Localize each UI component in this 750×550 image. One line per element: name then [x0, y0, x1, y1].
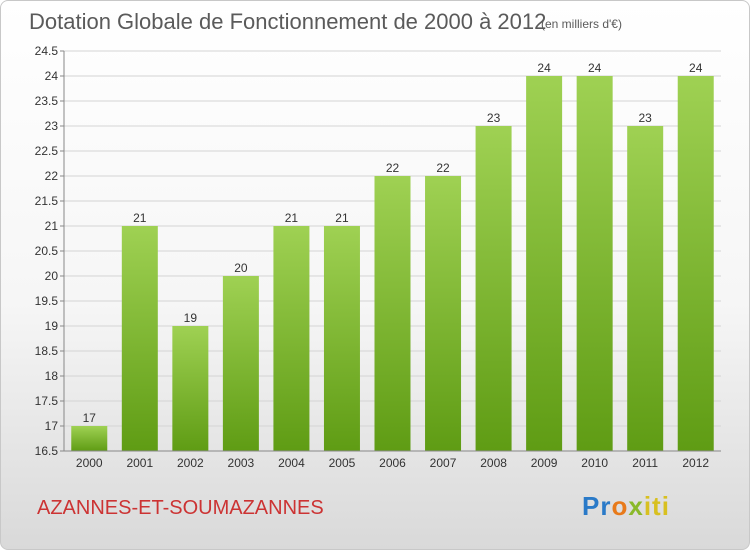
- commune-name: AZANNES-ET-SOUMAZANNES: [37, 497, 324, 519]
- data-label-2002: 19: [184, 311, 198, 325]
- y-tick-label: 23.5: [35, 94, 59, 108]
- y-tick-label: 22: [45, 169, 59, 183]
- y-tick-label: 22.5: [35, 144, 59, 158]
- bar-2005: [323, 226, 360, 451]
- bar-2007: [425, 176, 462, 451]
- y-tick-label: 17.5: [35, 394, 59, 408]
- bar-2011: [627, 126, 664, 451]
- x-tick-label-2012: 2012: [682, 456, 709, 470]
- x-tick-label-2007: 2007: [430, 456, 457, 470]
- chart-title: Dotation Globale de Fonctionnement de 20…: [29, 9, 547, 34]
- bar-2009: [526, 76, 563, 451]
- x-tick-label-2002: 2002: [177, 456, 204, 470]
- x-tick-label-2005: 2005: [329, 456, 356, 470]
- x-tick-label-2004: 2004: [278, 456, 305, 470]
- x-tick-label-2001: 2001: [126, 456, 153, 470]
- y-axis: 16.5 17 17.5 18 18.5 19 19.5 20 20.5 21 21.5 22 22.5…: [35, 44, 65, 458]
- x-tick-label-2010: 2010: [581, 456, 608, 470]
- data-label-2008: 23: [487, 111, 501, 125]
- data-label-2005: 21: [335, 211, 349, 225]
- bar-2004: [273, 226, 310, 451]
- bar-2001: [121, 226, 158, 451]
- logo-part: iti: [643, 491, 670, 521]
- chart-subtitle: (en milliers d'€): [541, 17, 622, 31]
- x-axis: 2000 2001 2002 2003 2004 2005 2006 2007 2008 2009…: [64, 450, 721, 470]
- y-tick-label: 21: [45, 219, 59, 233]
- y-tick-label: 20.5: [35, 244, 59, 258]
- y-tick-label: 23: [45, 119, 59, 133]
- bar-2006: [374, 176, 411, 451]
- y-tick-label: 18.5: [35, 344, 59, 358]
- y-tick-label: 24: [45, 69, 59, 83]
- x-tick-label-2000: 2000: [76, 456, 103, 470]
- y-tick-label: 18: [45, 369, 59, 383]
- x-tick-label-2009: 2009: [531, 456, 558, 470]
- data-label-2000: 17: [83, 411, 97, 425]
- bar-2003: [222, 276, 259, 451]
- bar-2000: [71, 426, 108, 451]
- x-tick-label-2011: 2011: [632, 456, 658, 470]
- bar-2012: [677, 76, 714, 451]
- y-tick-label: 17: [45, 419, 59, 433]
- bar-2002: [172, 326, 209, 451]
- bars: 17 21 19 20 21 21 22 22 23 24 24 23 24: [71, 61, 714, 451]
- data-label-2006: 22: [386, 161, 400, 175]
- logo-part: Pr: [582, 491, 612, 521]
- bar-2010: [576, 76, 613, 451]
- data-label-2003: 20: [234, 261, 248, 275]
- data-label-2012: 24: [689, 61, 703, 75]
- data-label-2009: 24: [537, 61, 551, 75]
- data-label-2007: 22: [436, 161, 450, 175]
- y-tick-label: 24.5: [35, 44, 59, 58]
- y-tick-label: 21.5: [35, 194, 59, 208]
- data-label-2010: 24: [588, 61, 602, 75]
- proxiti-logo: Proxiti: [582, 491, 670, 522]
- y-tick-label: 20: [45, 269, 59, 283]
- data-label-2011: 23: [639, 111, 653, 125]
- x-tick-label-2008: 2008: [480, 456, 507, 470]
- logo-part: o: [611, 491, 629, 521]
- bar-2008: [475, 126, 512, 451]
- x-tick-label-2006: 2006: [379, 456, 406, 470]
- x-tick-label-2003: 2003: [228, 456, 255, 470]
- y-tick-label: 19.5: [35, 294, 59, 308]
- data-label-2004: 21: [285, 211, 299, 225]
- y-tick-label: 19: [45, 319, 59, 333]
- data-label-2001: 21: [133, 211, 147, 225]
- y-tick-label: 16.5: [35, 444, 59, 458]
- logo-part: x: [628, 491, 644, 521]
